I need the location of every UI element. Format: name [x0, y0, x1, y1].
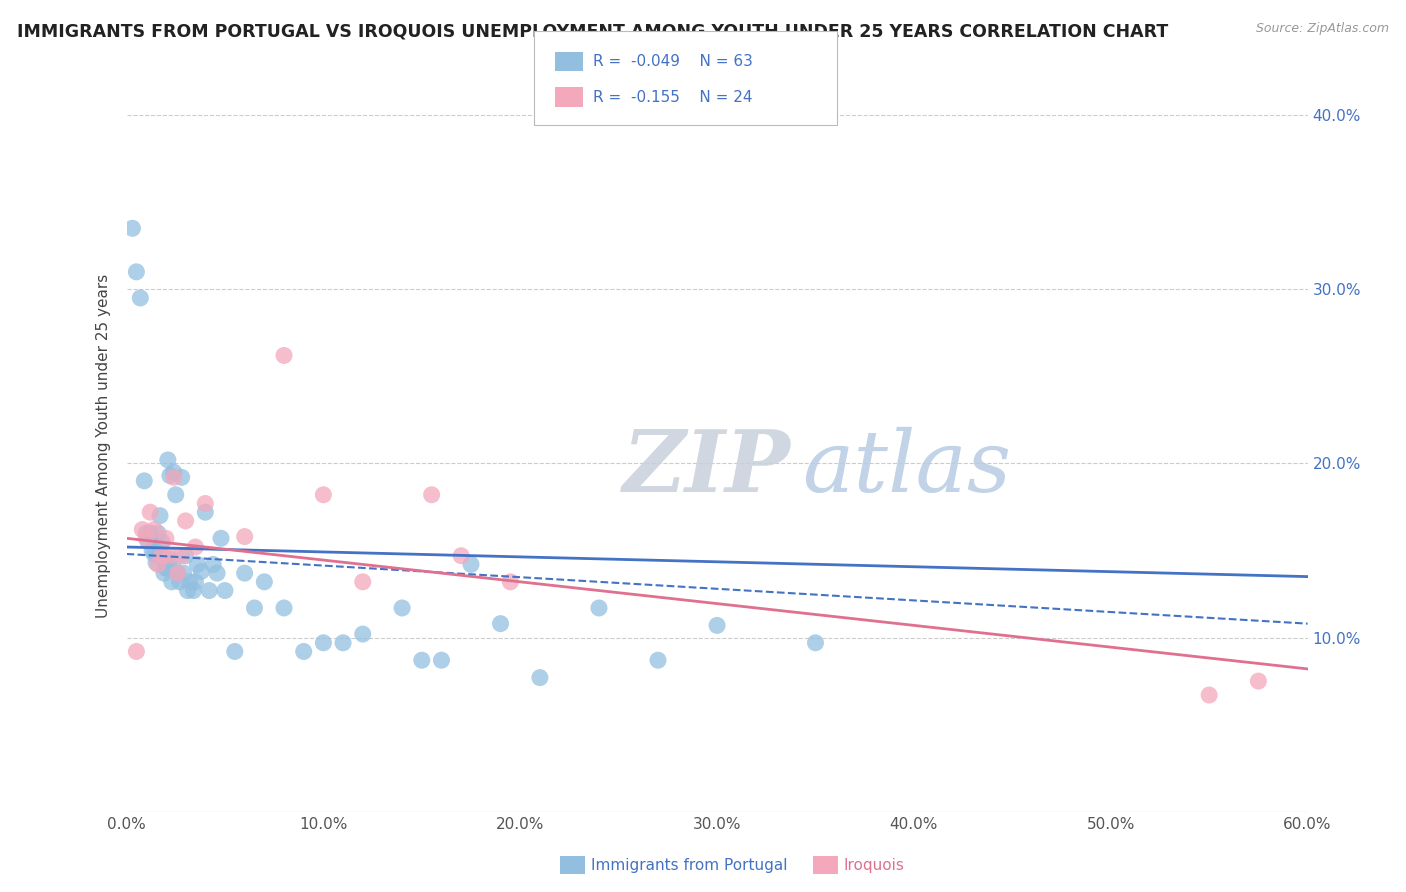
Point	[146, 526, 169, 541]
Point	[139, 526, 162, 541]
Point	[173, 566, 195, 581]
Point	[146, 558, 169, 572]
Point	[174, 549, 197, 563]
Point	[184, 540, 207, 554]
Point	[194, 496, 217, 510]
Point	[121, 221, 143, 235]
Point	[332, 636, 354, 650]
Point	[136, 534, 159, 549]
Point	[155, 561, 177, 575]
Text: atlas: atlas	[801, 426, 1011, 509]
Point	[153, 566, 176, 581]
Point	[170, 470, 193, 484]
Point	[186, 558, 208, 572]
Y-axis label: Unemployment Among Youth under 25 years: Unemployment Among Youth under 25 years	[96, 274, 111, 618]
Point	[489, 616, 512, 631]
Point	[1247, 674, 1270, 689]
Point	[155, 561, 177, 575]
Point	[706, 618, 728, 632]
Point	[135, 526, 157, 541]
Point	[499, 574, 522, 589]
Point	[588, 601, 610, 615]
Point	[647, 653, 669, 667]
Point	[194, 505, 217, 519]
Point	[159, 552, 181, 566]
Point	[529, 671, 551, 685]
Text: ZIP: ZIP	[623, 426, 790, 509]
Point	[174, 514, 197, 528]
Point	[312, 636, 335, 650]
Point	[163, 561, 186, 575]
Point	[163, 470, 186, 484]
Point	[150, 549, 173, 563]
Point	[176, 583, 198, 598]
Point	[159, 549, 181, 563]
Point	[153, 552, 176, 566]
Point	[804, 636, 827, 650]
Point	[190, 565, 212, 579]
Point	[202, 558, 225, 572]
Point	[184, 574, 207, 589]
Point	[312, 488, 335, 502]
Point	[233, 530, 256, 544]
Point	[209, 531, 232, 545]
Point	[170, 549, 193, 563]
Point	[143, 547, 166, 561]
Point	[145, 556, 167, 570]
Point	[159, 468, 181, 483]
Point	[233, 566, 256, 581]
Point	[166, 566, 188, 581]
Point	[253, 574, 276, 589]
Point	[205, 566, 228, 581]
Point	[460, 558, 482, 572]
Point	[352, 574, 374, 589]
Point	[292, 644, 315, 658]
Point	[1198, 688, 1220, 702]
Point	[134, 474, 156, 488]
Point	[155, 531, 177, 545]
Text: R =  -0.049    N = 63: R = -0.049 N = 63	[593, 54, 754, 69]
Point	[150, 549, 173, 563]
Point	[273, 348, 295, 362]
Point	[411, 653, 433, 667]
Point	[149, 508, 172, 523]
Text: IMMIGRANTS FROM PORTUGAL VS IROQUOIS UNEMPLOYMENT AMONG YOUTH UNDER 25 YEARS COR: IMMIGRANTS FROM PORTUGAL VS IROQUOIS UNE…	[17, 22, 1168, 40]
Point	[166, 566, 188, 581]
Text: Source: ZipAtlas.com: Source: ZipAtlas.com	[1256, 22, 1389, 36]
Point	[125, 265, 148, 279]
Point	[450, 549, 472, 563]
Point	[198, 583, 221, 598]
Point	[391, 601, 413, 615]
Point	[146, 547, 169, 561]
Point	[150, 534, 173, 549]
Point	[420, 488, 443, 502]
Point	[139, 505, 162, 519]
Point	[145, 534, 167, 549]
Point	[129, 291, 152, 305]
Point	[156, 453, 179, 467]
Point	[352, 627, 374, 641]
Point	[179, 574, 201, 589]
Point	[125, 644, 148, 658]
Point	[160, 574, 183, 589]
Point	[135, 531, 157, 545]
Text: Iroquois: Iroquois	[844, 858, 904, 872]
Point	[131, 523, 153, 537]
Point	[163, 465, 186, 479]
Point	[273, 601, 295, 615]
Point	[430, 653, 453, 667]
Text: R =  -0.155    N = 24: R = -0.155 N = 24	[593, 90, 752, 104]
Point	[165, 488, 187, 502]
Point	[224, 644, 246, 658]
Text: Immigrants from Portugal: Immigrants from Portugal	[591, 858, 787, 872]
Point	[243, 601, 266, 615]
Point	[214, 583, 236, 598]
Point	[183, 583, 205, 598]
Point	[169, 574, 191, 589]
Point	[143, 523, 166, 537]
Point	[141, 543, 163, 558]
